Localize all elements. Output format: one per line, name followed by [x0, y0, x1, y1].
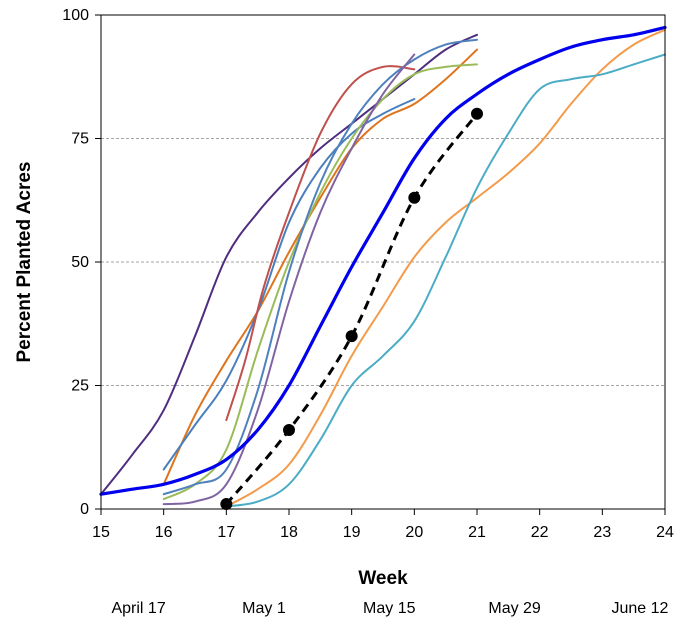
x-tick-label: 20 [405, 524, 423, 541]
series-line-6 [162, 38, 478, 496]
x-tick-label: 17 [217, 524, 235, 541]
x-tick-label: 21 [468, 524, 486, 541]
date-labels: April 17 May 1 May 15 May 29 June 12 [111, 600, 668, 617]
y-tick-label: 75 [71, 131, 89, 148]
series-line-7 [162, 53, 416, 506]
grid-lines [101, 138, 665, 386]
y-axis-title: Percent Planted Acres [14, 162, 35, 363]
series-line-2 [162, 48, 478, 486]
date-label: April 17 [111, 600, 165, 617]
y-tick-label: 25 [71, 378, 89, 395]
x-tick-label: 15 [92, 524, 110, 541]
data-point-marker [471, 107, 483, 120]
series-line-8 [99, 25, 667, 496]
data-point-marker [283, 423, 295, 436]
date-label: May 1 [242, 600, 286, 617]
date-label: May 29 [488, 600, 541, 617]
x-tick-label: 18 [280, 524, 298, 541]
axis-ticks [95, 14, 666, 515]
series-line-10 [225, 53, 666, 508]
y-tick-label: 100 [62, 7, 89, 24]
series-line-3 [162, 98, 416, 471]
x-axis-title: Week [358, 568, 408, 589]
x-tick-label: 23 [593, 524, 611, 541]
x-tick-label: 16 [155, 524, 173, 541]
date-label: May 15 [363, 600, 416, 617]
series-markers [220, 107, 483, 511]
series-lines [99, 25, 667, 508]
y-tick-label: 50 [71, 254, 89, 271]
series-line-11 [225, 112, 479, 506]
series-line-5 [162, 63, 478, 501]
data-point-marker [345, 330, 358, 343]
x-tick-label: 22 [531, 524, 549, 541]
date-label: June 12 [611, 600, 668, 617]
x-tick-label: 24 [656, 524, 674, 541]
series-line-4 [225, 65, 416, 422]
data-point-marker [408, 191, 421, 204]
data-point-marker [220, 498, 233, 511]
tick-labels: 0 25 50 75 100 15 16 17 18 19 20 21 22 23 24 [62, 7, 674, 541]
series-line-9 [225, 28, 666, 508]
y-tick-label: 0 [80, 501, 89, 518]
x-tick-label: 19 [343, 524, 361, 541]
